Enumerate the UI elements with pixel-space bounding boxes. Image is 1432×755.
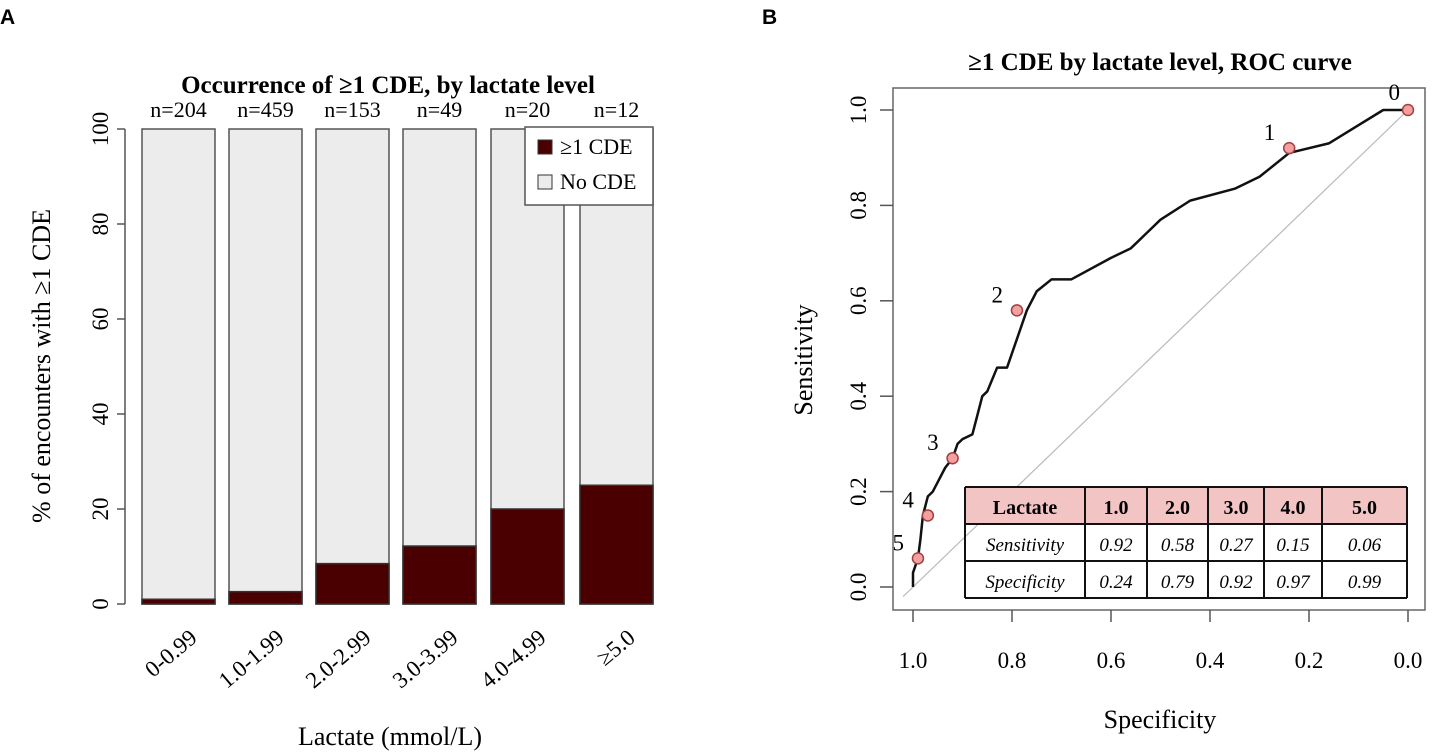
cutoff-label: 2 — [991, 282, 1003, 307]
table-cell: 0.06 — [1348, 535, 1382, 556]
bar-cde — [490, 508, 565, 605]
x-tick-label-a: ≥5.0 — [592, 625, 640, 671]
table-cell: 0.92 — [1099, 535, 1133, 556]
table-cell: 0.27 — [1219, 535, 1254, 556]
cutoff-point — [1282, 141, 1296, 155]
plot-frame-b — [892, 87, 1426, 611]
table-cell: Sensitivity — [986, 535, 1065, 556]
bar-no-cde — [228, 128, 303, 605]
legend-swatch — [537, 139, 553, 155]
x-tick-label-a: 0-0.99 — [140, 625, 202, 682]
cutoff-point — [921, 509, 935, 522]
n-label: n=12 — [594, 97, 639, 122]
y-tick-label-b: 0.4 — [846, 381, 871, 410]
bar-cde — [228, 590, 303, 605]
roc-curve — [911, 108, 1408, 587]
x-tick-label-b: 0.4 — [1196, 648, 1225, 673]
table-cell: 0.15 — [1276, 535, 1309, 556]
chart-a-title: Occurrence of ≥1 CDE, by lactate level — [181, 72, 595, 99]
y-tick-label-a: 80 — [88, 213, 113, 236]
y-tick-label-a: 60 — [88, 308, 113, 331]
x-tick-label-a: 1.0-1.99 — [214, 625, 289, 693]
y-tick-label-b: 0.0 — [846, 573, 871, 602]
bar-no-cde — [402, 128, 477, 605]
table-cell: 0.58 — [1161, 535, 1195, 556]
y-axis-label-b: Sensitivity — [789, 304, 818, 415]
y-tick-label-a: 100 — [88, 112, 113, 147]
y-axis-label-a: % of encounters with ≥1 CDE — [27, 209, 56, 523]
x-axis-label-b: Specificity — [1104, 705, 1217, 734]
n-label: n=49 — [417, 97, 462, 122]
cutoff-label: 4 — [902, 487, 914, 512]
cutoff-point — [946, 451, 959, 465]
y-tick-label-b: 0.8 — [846, 191, 871, 220]
n-label: n=459 — [237, 97, 293, 122]
table-header-cell: 3.0 — [1224, 497, 1249, 519]
legend-label: ≥1 CDE — [560, 134, 633, 159]
bar-cde — [141, 598, 216, 605]
bar-cde — [402, 545, 477, 605]
n-label: n=204 — [150, 97, 206, 122]
cutoff-label: 5 — [892, 530, 904, 555]
bar-cde — [315, 562, 390, 605]
x-tick-label-b: 0.0 — [1394, 648, 1423, 673]
table-header-cell: 2.0 — [1165, 497, 1190, 519]
table-cell: 0.79 — [1161, 572, 1195, 593]
x-tick-label-a: 2.0-2.99 — [301, 625, 376, 693]
roc-table: Lactate 1.0 2.0 3.0 4.0 5.0 Sensitivity 0.92 0.5… — [964, 486, 1408, 599]
x-tick-label-b: 0.8 — [998, 648, 1027, 673]
cutoff-point — [911, 552, 925, 565]
y-tick-label-b: 1.0 — [846, 96, 871, 125]
x-tick-label-b: 0.2 — [1295, 648, 1324, 673]
table-cell: 0.24 — [1099, 572, 1133, 593]
table-header-cell: Lactate — [993, 497, 1058, 519]
panel-label-b: B — [762, 6, 777, 29]
table-header-cell: 4.0 — [1281, 497, 1306, 519]
table-cell: 0.99 — [1348, 572, 1382, 593]
n-label: n=153 — [324, 97, 380, 122]
table-header-bg — [965, 487, 1407, 524]
legend-label: No CDE — [560, 169, 636, 194]
chart-b-title: ≥1 CDE by lactate level, ROC curve — [968, 49, 1352, 76]
bar-cde — [579, 484, 654, 605]
cutoff-point — [1401, 103, 1415, 117]
cutoff-label: 1 — [1264, 120, 1276, 145]
x-axis-label-a: Lactate (mmol/L) — [298, 722, 482, 751]
n-label: n=20 — [505, 97, 550, 122]
bar-no-cde — [141, 128, 216, 605]
x-tick-label-a: 4.0-4.99 — [476, 625, 551, 693]
legend-swatch — [537, 174, 553, 190]
bar-no-cde — [315, 128, 390, 605]
y-tick-label-a: 40 — [88, 403, 113, 426]
y-tick-label-b: 0.2 — [846, 477, 871, 506]
table-header-cell: 1.0 — [1104, 497, 1129, 519]
x-tick-label-b: 1.0 — [899, 648, 928, 673]
table-cell: Specificity — [985, 572, 1065, 593]
x-tick-label-a: 3.0-3.99 — [388, 625, 463, 693]
cutoff-label: 0 — [1389, 80, 1401, 105]
cutoff-point — [1010, 304, 1024, 317]
y-tick-label-a: 0 — [88, 598, 113, 610]
x-tick-label-b: 0.6 — [1097, 648, 1126, 673]
table-cell: 0.97 — [1276, 572, 1311, 593]
table-cell: 0.92 — [1219, 572, 1253, 593]
y-tick-label-a: 20 — [88, 498, 113, 521]
panel-label-a: A — [0, 6, 15, 29]
legend-a: ≥1 CDE No CDE — [524, 126, 654, 206]
table-header-cell: 5.0 — [1352, 497, 1377, 519]
cutoff-label: 3 — [927, 430, 939, 455]
y-tick-label-b: 0.6 — [846, 286, 871, 315]
